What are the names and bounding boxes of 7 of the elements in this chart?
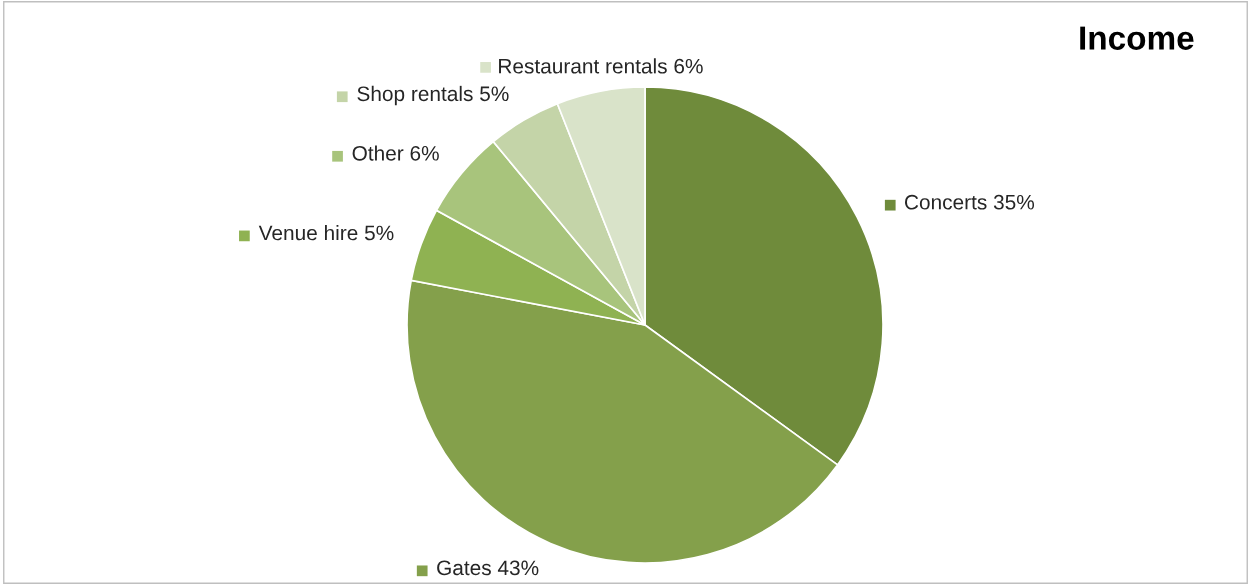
legend-label: Other 6% <box>352 145 439 161</box>
legend-label: Shop rentals 5% <box>357 85 509 106</box>
legend-label: Venue hire 5% <box>258 225 394 241</box>
legend-label: Restaurant rentals 6% <box>499 58 703 74</box>
text: Income <box>1080 26 1194 50</box>
legend-label: Concerts 35% <box>904 194 1035 210</box>
legend-label: Gates 43% <box>437 560 539 576</box>
